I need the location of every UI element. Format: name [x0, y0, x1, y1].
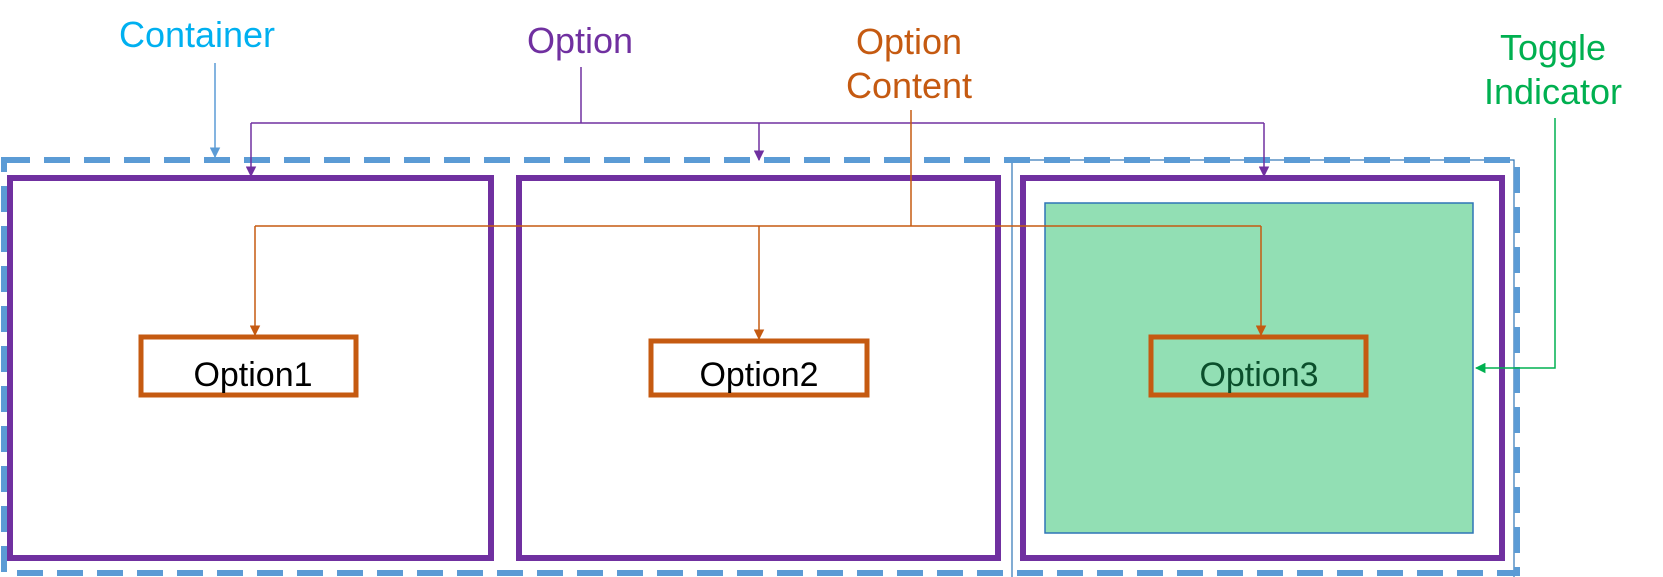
- toggle-indicator-arrow: [1474, 118, 1556, 374]
- container-box: [1, 157, 1520, 576]
- option-2-label: Option2: [699, 356, 818, 394]
- option-content-label-line2: Content: [846, 65, 972, 106]
- option-3-label: Option3: [1199, 356, 1318, 394]
- container-label: Container: [119, 14, 275, 55]
- option-content-1: [138, 334, 359, 398]
- option-content-label-line1: Option: [856, 21, 962, 62]
- option-2[interactable]: [516, 175, 1001, 561]
- option-callout-label: Option: [527, 20, 633, 61]
- option-content-3: [1148, 334, 1369, 398]
- toggle-indicator: [1044, 202, 1474, 534]
- toggle-indicator-label-line1: Toggle: [1500, 27, 1606, 68]
- option-content-2: [648, 338, 870, 398]
- toggle-indicator-label-line2: Indicator: [1484, 71, 1622, 112]
- option-1-label: Option1: [193, 356, 312, 394]
- option-1[interactable]: [7, 175, 494, 561]
